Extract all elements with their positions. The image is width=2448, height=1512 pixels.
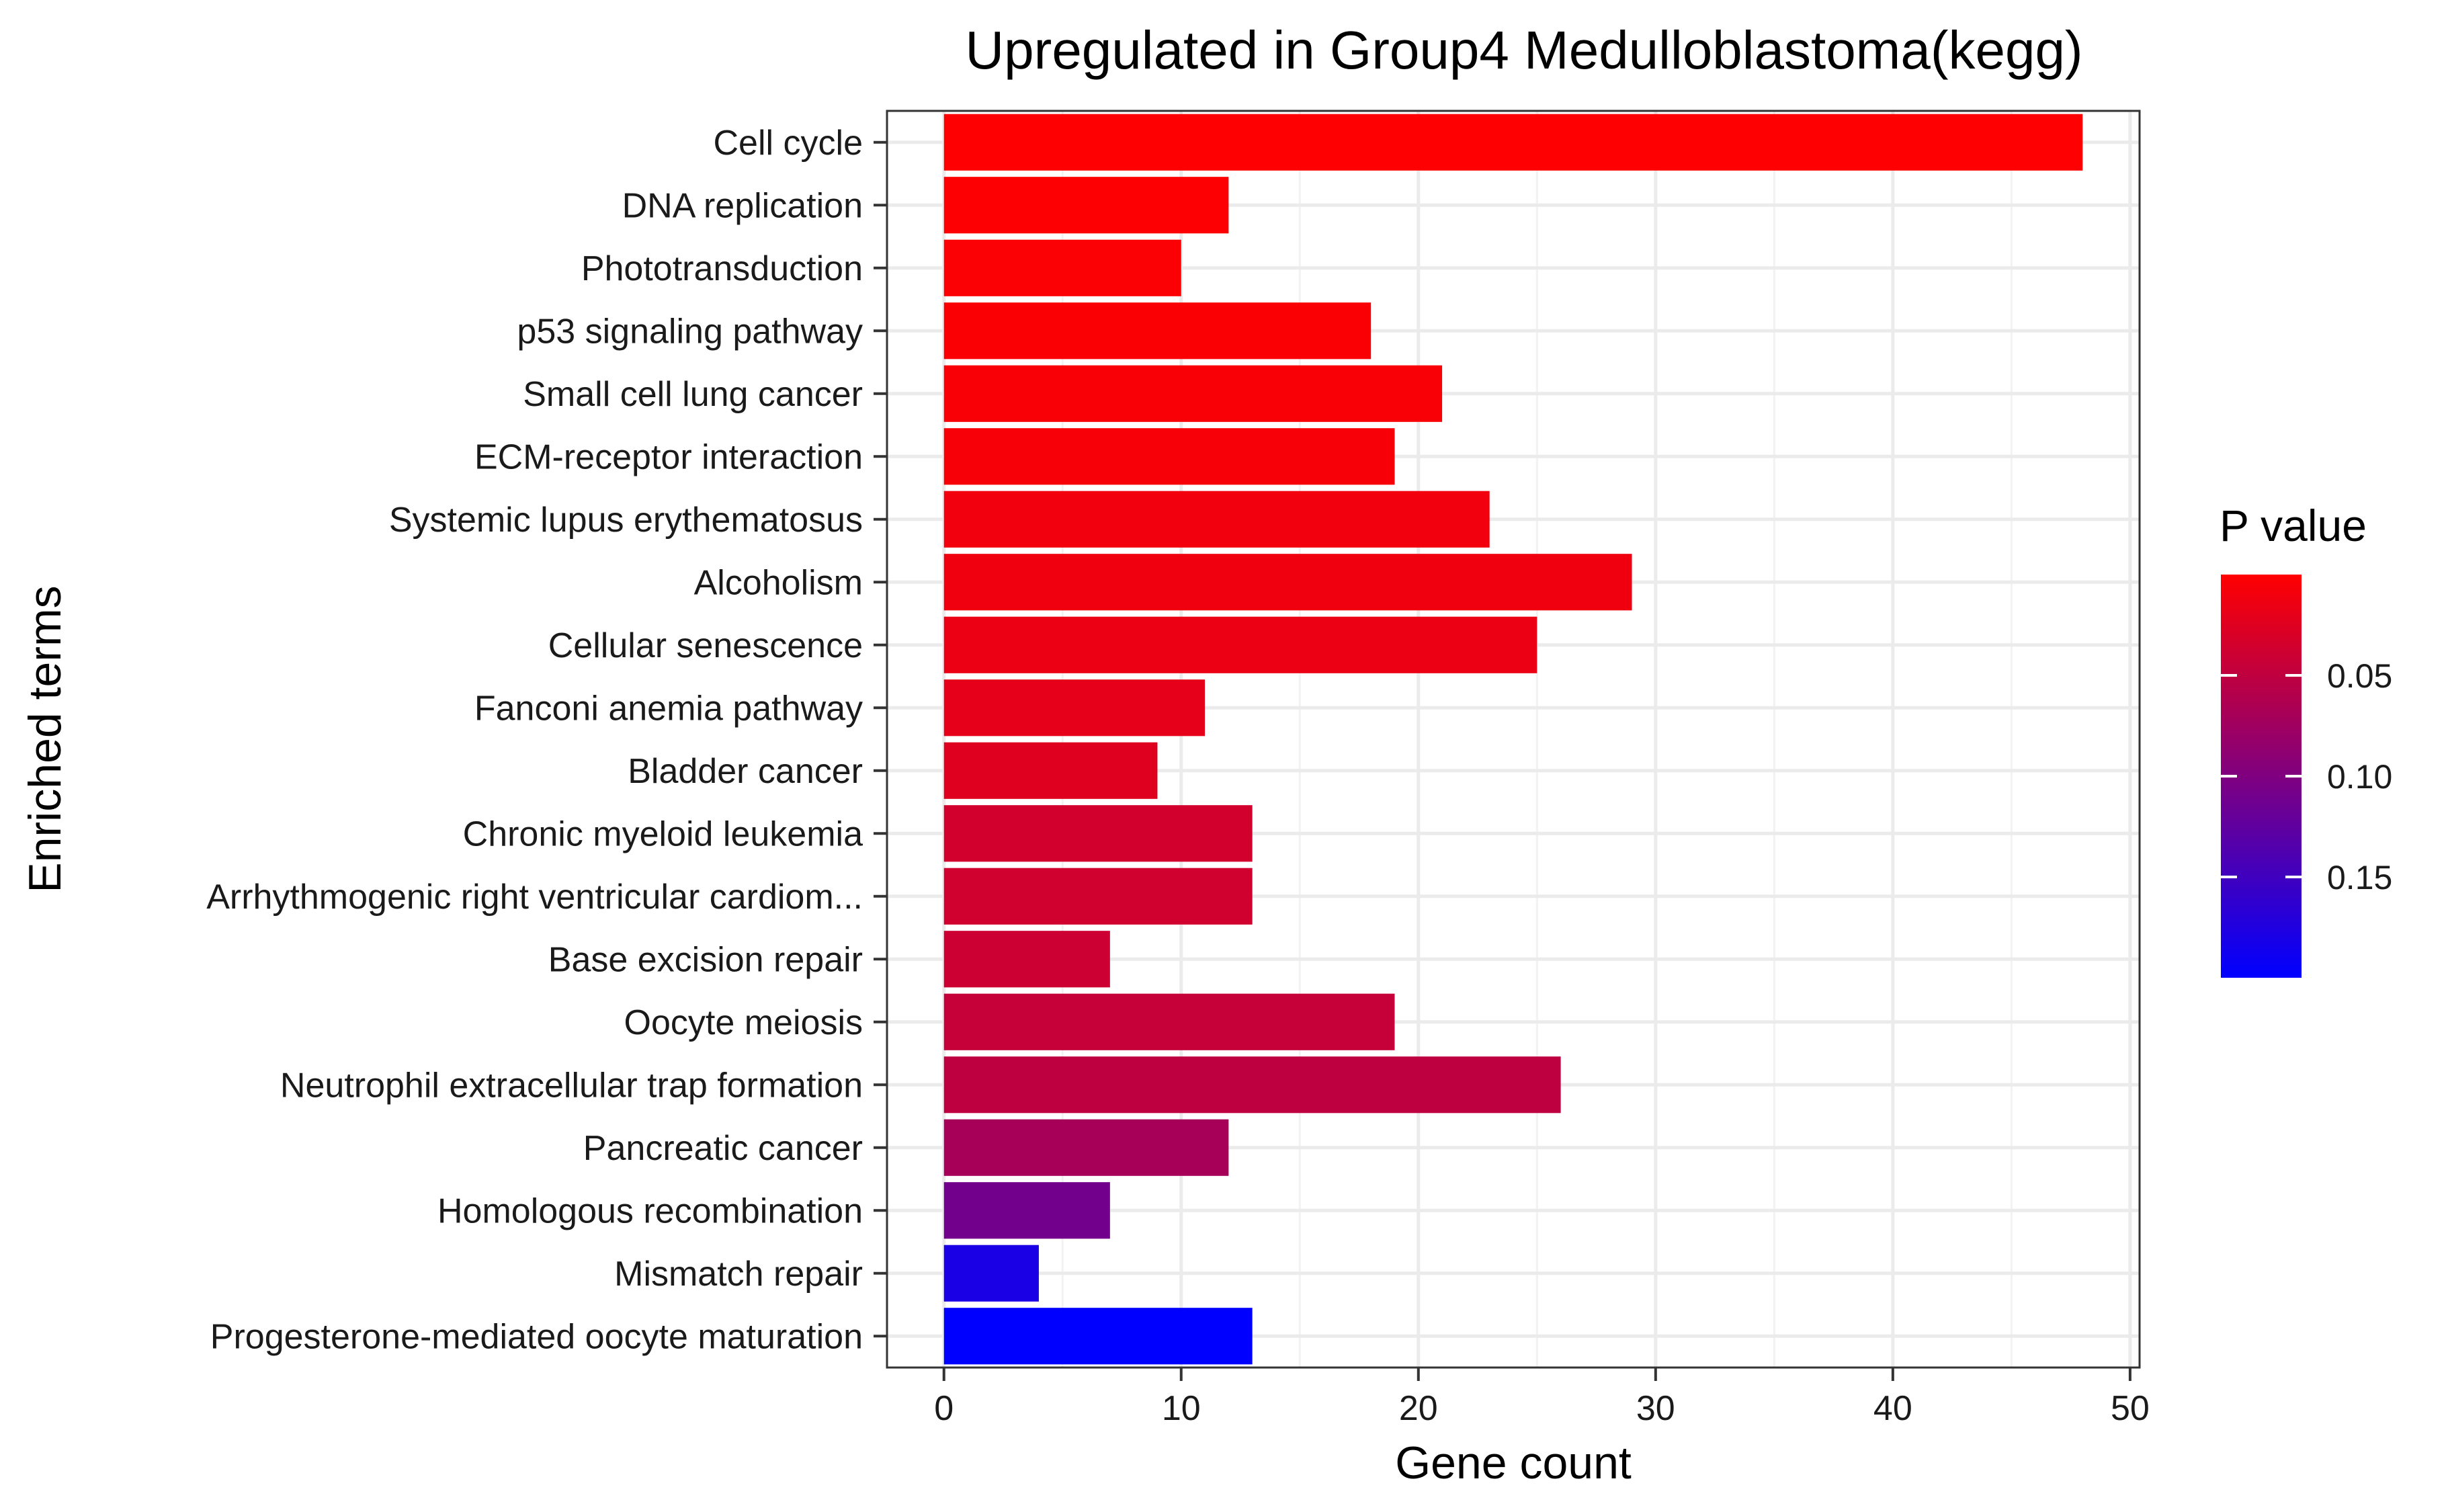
y-tick-label: Cellular senescence — [548, 626, 863, 665]
y-tick-label: Cell cycle — [714, 124, 863, 163]
bar — [943, 491, 1490, 548]
y-tick-label: Chronic myeloid leukemia — [463, 814, 863, 853]
y-tick-label: Neutrophil extracellular trap formation — [280, 1066, 863, 1105]
y-tick-label: Mismatch repair — [614, 1255, 863, 1294]
bar — [943, 302, 1371, 360]
bar — [943, 931, 1110, 988]
legend-tick-label: 0.15 — [2327, 859, 2392, 896]
bar — [943, 679, 1206, 737]
y-tick-label: Bladder cancer — [628, 752, 863, 791]
y-tick-label: Small cell lung cancer — [523, 375, 863, 414]
y-tick-label: Progesterone-mediated oocyte maturation — [210, 1317, 863, 1356]
legend-title: P value — [2220, 501, 2367, 550]
bar — [943, 993, 1395, 1050]
x-tick-label: 10 — [1162, 1389, 1201, 1428]
bar — [943, 1119, 1229, 1176]
bar — [943, 1056, 1561, 1114]
y-tick-label: Arrhythmogenic right ventricular cardiom… — [206, 878, 863, 917]
bar — [943, 805, 1253, 862]
y-tick-label: Base excision repair — [548, 940, 863, 979]
legend-ticks: 0.05 0.10 0.15 — [2221, 657, 2392, 896]
bar — [943, 239, 1181, 296]
y-axis-title: Enriched terms — [19, 585, 71, 892]
y-tick-label: p53 signaling pathway — [517, 312, 863, 351]
chart-title: Upregulated in Group4 Medulloblastoma(ke… — [965, 20, 2082, 80]
plot-panel-border — [886, 110, 2141, 1369]
y-tick-label: DNA replication — [622, 186, 863, 225]
bar — [943, 616, 1537, 673]
y-tick-label: Alcoholism — [694, 563, 863, 602]
x-tick-label: 40 — [1873, 1389, 1912, 1428]
y-tick-label: Homologous recombination — [437, 1191, 863, 1230]
bar — [943, 114, 2083, 171]
bar — [943, 1182, 1110, 1239]
legend: P value 0.05 0.10 0.15 — [2220, 501, 2392, 978]
bar — [943, 868, 1253, 925]
bar — [943, 554, 1632, 611]
y-tick-label: Fanconi anemia pathway — [474, 689, 863, 728]
y-tick-label: Systemic lupus erythematosus — [389, 501, 863, 540]
y-tick-label: ECM-receptor interaction — [474, 437, 863, 476]
legend-tick-label: 0.05 — [2327, 657, 2392, 695]
x-tick-label: 20 — [1399, 1389, 1438, 1428]
bar — [943, 428, 1395, 485]
bar — [943, 1245, 1039, 1302]
bar — [943, 742, 1158, 799]
x-tick-label: 50 — [2111, 1389, 2150, 1428]
grid — [887, 111, 2140, 1368]
y-tick-label: Oocyte meiosis — [624, 1003, 863, 1042]
bar — [943, 1308, 1253, 1365]
x-tick-label: 0 — [934, 1389, 954, 1428]
bar — [943, 177, 1229, 234]
bars — [943, 114, 2083, 1365]
y-tick-label: Pancreatic cancer — [583, 1129, 863, 1168]
x-axis-title: Gene count — [1395, 1437, 1632, 1488]
x-tick-label: 30 — [1636, 1389, 1675, 1428]
axes: Cell cycle DNA replication Phototransducti… — [206, 124, 2150, 1428]
bar — [943, 365, 1443, 422]
legend-tick-label: 0.10 — [2327, 758, 2392, 796]
y-tick-label: Phototransduction — [581, 249, 863, 288]
